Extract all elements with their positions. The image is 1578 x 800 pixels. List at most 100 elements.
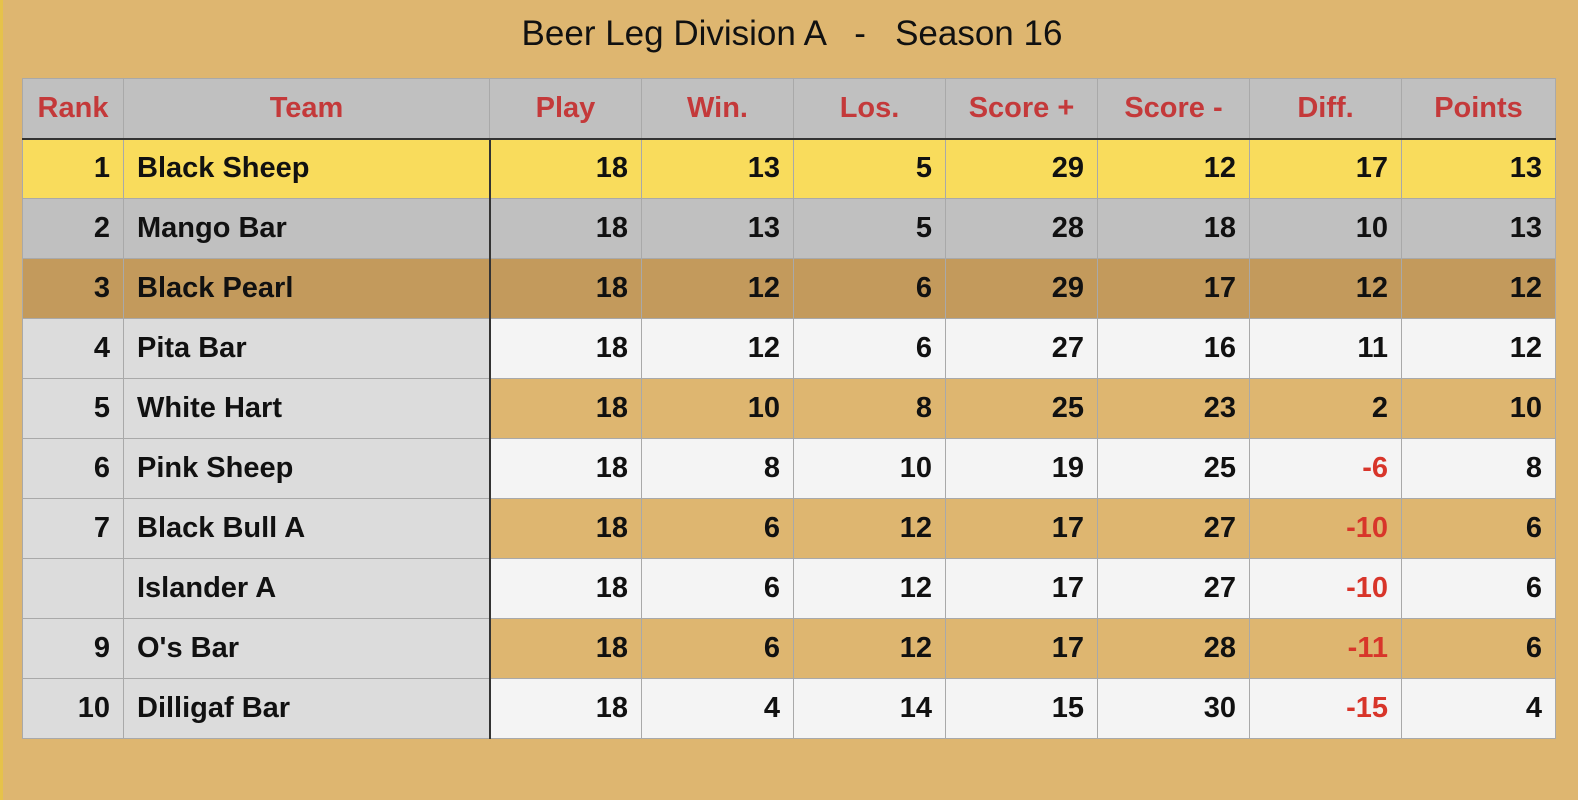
los-cell: 5 xyxy=(793,138,946,199)
table-row: 7 Black Bull A 18 6 12 17 27 -10 6 xyxy=(22,498,1556,559)
score-plus-cell: 17 xyxy=(945,558,1098,619)
win-cell: 8 xyxy=(641,438,794,499)
column-header-rank[interactable]: Rank xyxy=(22,78,124,140)
points-cell: 6 xyxy=(1401,498,1556,559)
rank-cell: 6 xyxy=(22,438,124,499)
rank-cell: 5 xyxy=(22,378,124,439)
score-minus-cell: 17 xyxy=(1097,258,1250,319)
diff-cell: -6 xyxy=(1249,438,1402,499)
score-minus-cell: 25 xyxy=(1097,438,1250,499)
score-minus-cell: 27 xyxy=(1097,558,1250,619)
column-header-score-plus[interactable]: Score + xyxy=(945,78,1098,140)
header-row: Rank Team Play Win. Los. Score + Score -… xyxy=(22,78,1556,140)
win-cell: 6 xyxy=(641,498,794,559)
win-cell: 13 xyxy=(641,138,794,199)
diff-cell: 10 xyxy=(1249,198,1402,259)
win-cell: 10 xyxy=(641,378,794,439)
diff-cell: -15 xyxy=(1249,678,1402,739)
rank-cell: 10 xyxy=(22,678,124,739)
team-cell: Black Bull A xyxy=(123,498,491,559)
score-minus-cell: 12 xyxy=(1097,138,1250,199)
score-plus-cell: 29 xyxy=(945,138,1098,199)
diff-cell: -11 xyxy=(1249,618,1402,679)
points-cell: 4 xyxy=(1401,678,1556,739)
los-cell: 6 xyxy=(793,258,946,319)
rank-cell: 1 xyxy=(22,138,124,199)
win-cell: 4 xyxy=(641,678,794,739)
team-cell: Black Sheep xyxy=(123,138,491,199)
diff-cell: -10 xyxy=(1249,498,1402,559)
score-plus-cell: 17 xyxy=(945,498,1098,559)
points-cell: 13 xyxy=(1401,198,1556,259)
points-cell: 8 xyxy=(1401,438,1556,499)
score-minus-cell: 30 xyxy=(1097,678,1250,739)
table-row: 9 O's Bar 18 6 12 17 28 -11 6 xyxy=(22,618,1556,679)
page-title: Beer Leg Division A - Season 16 xyxy=(521,14,1063,53)
win-cell: 6 xyxy=(641,558,794,619)
team-cell: Pink Sheep xyxy=(123,438,491,499)
column-header-los[interactable]: Los. xyxy=(793,78,946,140)
play-cell: 18 xyxy=(489,378,642,439)
team-cell: Dilligaf Bar xyxy=(123,678,491,739)
rank-cell: 4 xyxy=(22,318,124,379)
play-cell: 18 xyxy=(489,618,642,679)
score-minus-cell: 23 xyxy=(1097,378,1250,439)
table-row: 3 Black Pearl 18 12 6 29 17 12 12 xyxy=(22,258,1556,319)
column-header-play[interactable]: Play xyxy=(489,78,642,140)
win-cell: 6 xyxy=(641,618,794,679)
rank-cell xyxy=(22,558,124,619)
score-plus-cell: 19 xyxy=(945,438,1098,499)
table-row: 6 Pink Sheep 18 8 10 19 25 -6 8 xyxy=(22,438,1556,499)
diff-cell: -10 xyxy=(1249,558,1402,619)
rank-cell: 2 xyxy=(22,198,124,259)
team-cell: O's Bar xyxy=(123,618,491,679)
points-cell: 6 xyxy=(1401,558,1556,619)
column-header-win[interactable]: Win. xyxy=(641,78,794,140)
score-minus-cell: 28 xyxy=(1097,618,1250,679)
points-cell: 10 xyxy=(1401,378,1556,439)
play-cell: 18 xyxy=(489,318,642,379)
table-row: 10 Dilligaf Bar 18 4 14 15 30 -15 4 xyxy=(22,678,1556,739)
team-cell: Black Pearl xyxy=(123,258,491,319)
play-cell: 18 xyxy=(489,138,642,199)
team-cell: White Hart xyxy=(123,378,491,439)
score-plus-cell: 15 xyxy=(945,678,1098,739)
los-cell: 12 xyxy=(793,498,946,559)
score-minus-cell: 27 xyxy=(1097,498,1250,559)
table-row: 5 White Hart 18 10 8 25 23 2 10 xyxy=(22,378,1556,439)
play-cell: 18 xyxy=(489,258,642,319)
table-row: Islander A 18 6 12 17 27 -10 6 xyxy=(22,558,1556,619)
score-plus-cell: 28 xyxy=(945,198,1098,259)
win-cell: 13 xyxy=(641,198,794,259)
points-cell: 12 xyxy=(1401,318,1556,379)
score-plus-cell: 27 xyxy=(945,318,1098,379)
column-header-points[interactable]: Points xyxy=(1401,78,1556,140)
score-plus-cell: 17 xyxy=(945,618,1098,679)
column-header-diff[interactable]: Diff. xyxy=(1249,78,1402,140)
score-plus-cell: 29 xyxy=(945,258,1098,319)
score-plus-cell: 25 xyxy=(945,378,1098,439)
column-header-score-minus[interactable]: Score - xyxy=(1097,78,1250,140)
play-cell: 18 xyxy=(489,558,642,619)
team-cell: Pita Bar xyxy=(123,318,491,379)
win-cell: 12 xyxy=(641,318,794,379)
team-cell: Islander A xyxy=(123,558,491,619)
los-cell: 5 xyxy=(793,198,946,259)
diff-cell: 12 xyxy=(1249,258,1402,319)
play-cell: 18 xyxy=(489,678,642,739)
score-minus-cell: 16 xyxy=(1097,318,1250,379)
points-cell: 12 xyxy=(1401,258,1556,319)
los-cell: 10 xyxy=(793,438,946,499)
team-cell: Mango Bar xyxy=(123,198,491,259)
table-row: 2 Mango Bar 18 13 5 28 18 10 13 xyxy=(22,198,1556,259)
los-cell: 14 xyxy=(793,678,946,739)
los-cell: 12 xyxy=(793,618,946,679)
column-header-team[interactable]: Team xyxy=(123,78,490,140)
diff-cell: 2 xyxy=(1249,378,1402,439)
play-cell: 18 xyxy=(489,198,642,259)
points-cell: 13 xyxy=(1401,138,1556,199)
table-row: 4 Pita Bar 18 12 6 27 16 11 12 xyxy=(22,318,1556,379)
diff-cell: 11 xyxy=(1249,318,1402,379)
los-cell: 6 xyxy=(793,318,946,379)
table-row: 1 Black Sheep 18 13 5 29 12 17 13 xyxy=(22,138,1556,199)
